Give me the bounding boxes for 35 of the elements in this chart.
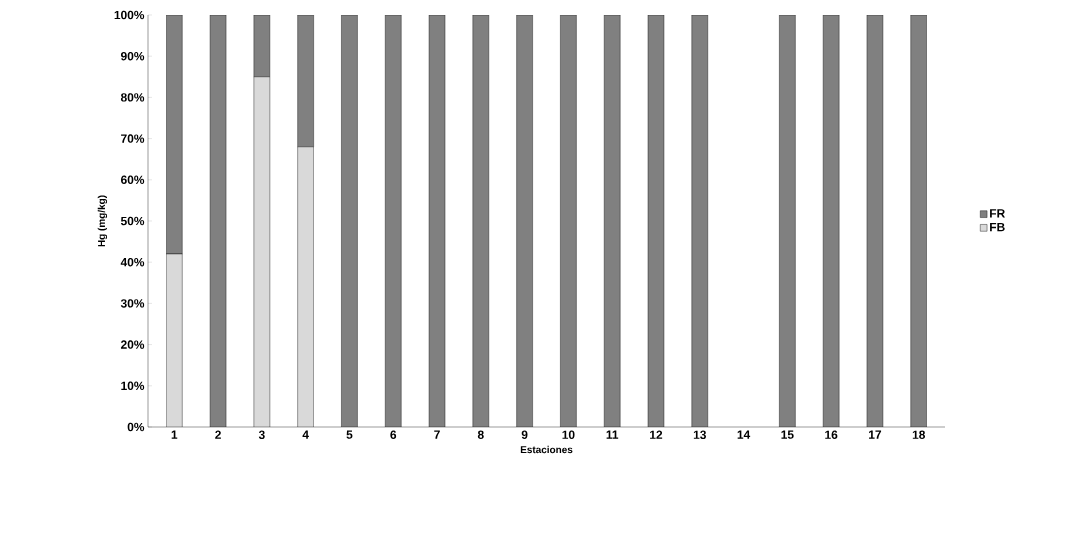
x-tick-label: 16 [825,430,838,439]
y-tick-label: 40% [120,257,145,267]
y-tick-label: 20% [120,340,145,349]
x-tick-label: 7 [434,430,440,439]
x-tick-label: 6 [390,430,397,439]
y-axis-title: Hg (mg/kg) [97,195,108,247]
y-tick-label: 10% [121,381,145,391]
y-tick-label: 100% [114,10,145,20]
x-tick-label: 15 [781,430,794,439]
x-tick-label: 12 [650,430,663,439]
bar [297,146,314,427]
x-tick-label: 13 [693,430,706,440]
y-tick-label: 90% [120,51,145,61]
legend-label: FR [990,209,1005,218]
y-tick-label: 0% [127,422,145,432]
y-tick-label: 30% [120,299,145,308]
y-tick-label: 60% [120,175,145,185]
legend-label: FB [990,223,1005,232]
x-tick-label: 11 [606,430,619,439]
x-tick-label: 8 [477,430,484,439]
y-tick-label: 50% [120,216,145,226]
y-tick-label: 80% [120,93,145,102]
y-tick-label: 70% [121,134,145,143]
x-tick-label: 5 [346,430,353,439]
x-axis-title: Estaciones [520,445,573,454]
x-tick-label: 1 [171,430,178,439]
x-tick-label: 17 [869,430,882,439]
x-tick-label: 3 [258,430,265,440]
x-tick-label: 9 [521,430,528,439]
x-tick-label: 10 [562,430,575,439]
bar [166,253,183,427]
x-tick-label: 18 [912,430,926,439]
x-tick-label: 4 [302,430,309,439]
x-tick-label: 2 [215,430,221,439]
x-tick-label: 14 [737,430,751,439]
